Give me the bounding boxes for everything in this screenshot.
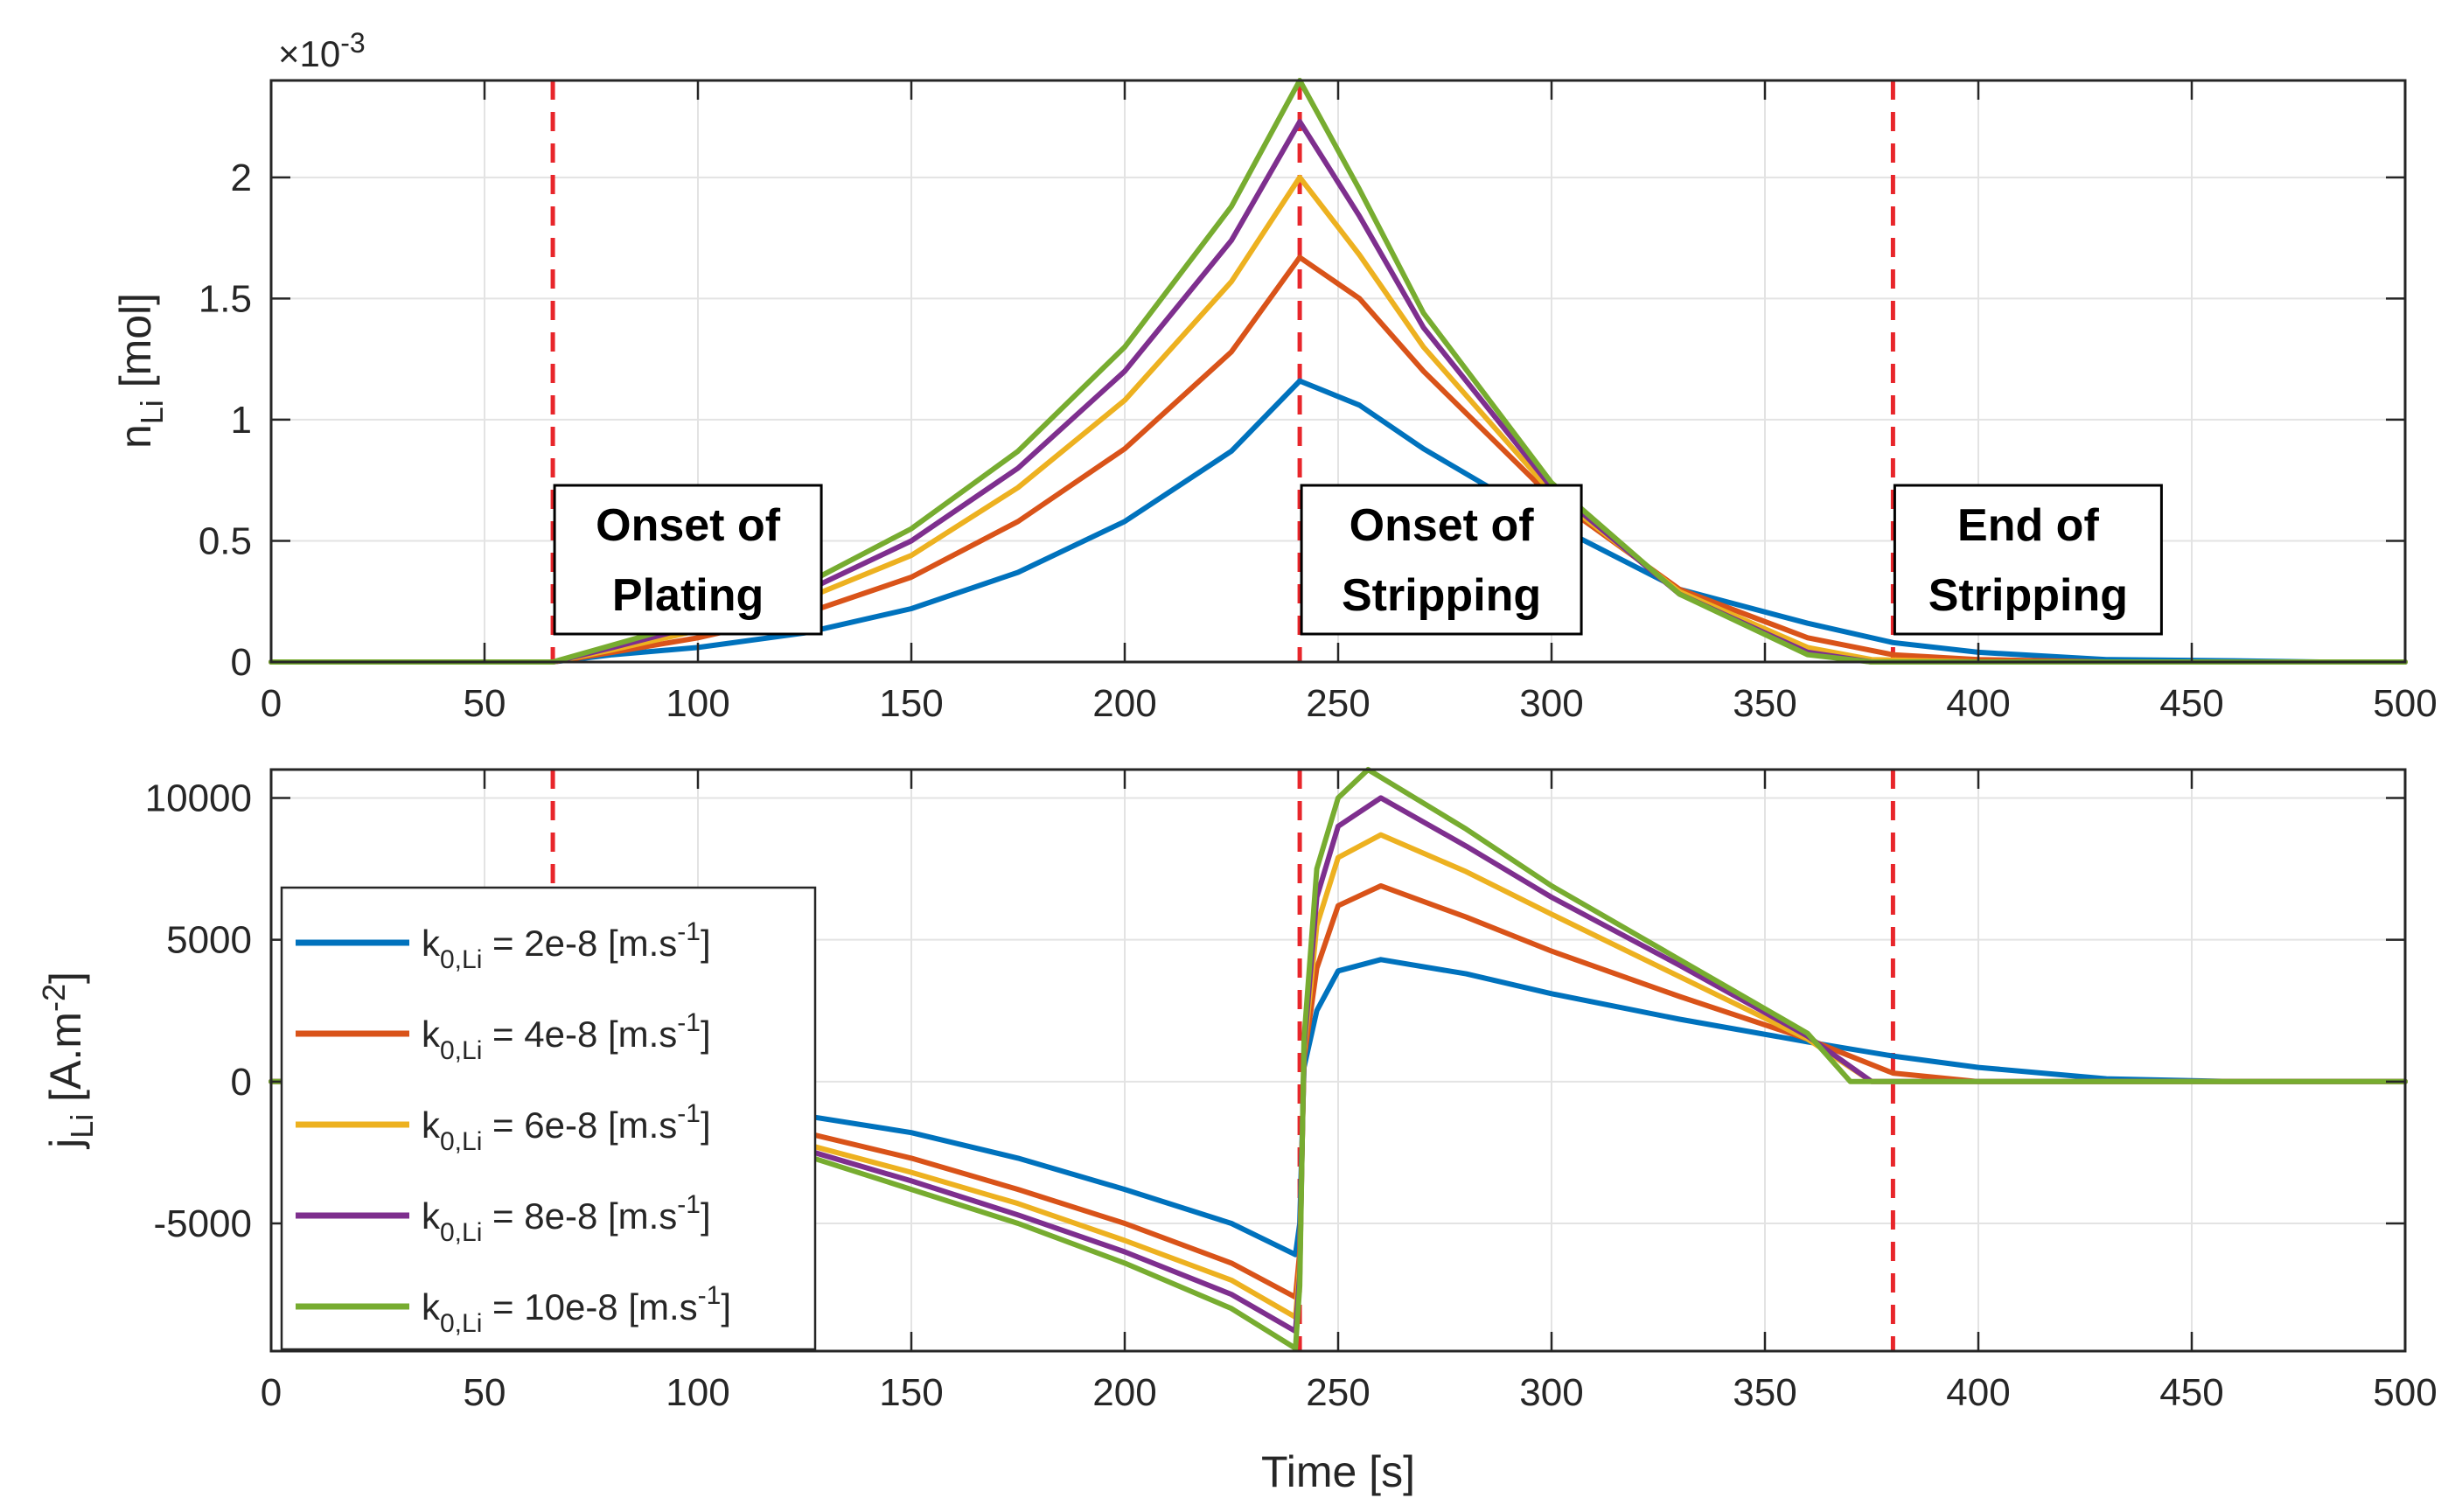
annotation-box-frame [553,484,823,636]
top-y-tick-label: 1.5 [199,277,252,320]
legend-label: k0,Li = 10e-8 [m.s-1] [422,1281,731,1338]
annotation-text-line: Stripping [1342,570,1541,621]
top-x-tick-label: 300 [1519,682,1583,725]
bottom-x-tick-label: 500 [2373,1371,2437,1414]
legend-entry-1[interactable]: k0,Li = 2e-8 [m.s-1] [296,917,711,974]
annotation-box-onset-of-plating: Onset of Plating [553,484,823,636]
bottom-x-tick-label: 50 [464,1371,506,1414]
bottom-x-tick-label: 150 [879,1371,943,1414]
bottom-y-tick-label: 5000 [166,919,252,962]
legend-label: k0,Li = 6e-8 [m.s-1] [422,1099,711,1156]
legend-label: k0,Li = 2e-8 [m.s-1] [422,917,711,974]
annotation-box-frame [1893,484,2163,636]
legend-entry-3[interactable]: k0,Li = 6e-8 [m.s-1] [296,1099,711,1156]
annotation-text-line: Stripping [1928,570,2128,621]
top-x-tick-label: 500 [2373,682,2437,725]
legend-entry-4[interactable]: k0,Li = 8e-8 [m.s-1] [296,1190,711,1247]
top-x-tick-label: 100 [666,682,729,725]
top-x-tick-label: 250 [1306,682,1370,725]
top-x-tick-label: 400 [1946,682,2010,725]
bottom-y-tick-label: -5000 [153,1202,252,1245]
top-series-line-k0-li-2e-8 [269,378,2408,665]
top-y-tick-label: 0 [231,641,252,684]
top-x-tick-label: 200 [1092,682,1156,725]
top-x-tick-label: 150 [879,682,943,725]
bottom-y-tick-label: 0 [231,1061,252,1104]
legend-label: k0,Li = 4e-8 [m.s-1] [422,1008,711,1065]
top-annotations: Onset of Plating Onset of Stripping End of St… [553,484,2163,636]
bottom-x-tick-label: 100 [666,1371,729,1414]
legend-label: k0,Li = 8e-8 [m.s-1] [422,1190,711,1247]
top-y-tick-label: 0.5 [199,519,252,562]
legend-entry-5[interactable]: k0,Li = 10e-8 [m.s-1] [296,1281,731,1338]
legend[interactable]: k0,Li = 2e-8 [m.s-1] k0,Li = 4e-8 [m.s-1]… [280,886,817,1351]
x-axis-label: Time [s] [1261,1447,1415,1496]
bottom-y-tick-label: 10000 [145,777,252,819]
top-y-tick-label: 2 [231,157,252,199]
top-y-axis-label: nLi [mol] [111,293,170,449]
bottom-x-tick-label: 250 [1306,1371,1370,1414]
top-x-tick-label: 0 [261,682,282,725]
bottom-x-tick-label: 300 [1519,1371,1583,1414]
bottom-x-tick-label: 350 [1733,1371,1796,1414]
annotation-box-onset-of-stripping: Onset of Stripping [1300,484,1583,636]
legend-entries: k0,Li = 2e-8 [m.s-1] k0,Li = 4e-8 [m.s-1]… [296,917,731,1338]
top-x-tick-label: 450 [2159,682,2223,725]
bottom-ticks: 0 50 100 150 200 250 300 350 400 450 500 -5000 0 5000… [145,770,2438,1414]
top-y-tick-label: 1 [231,399,252,442]
top-chart-panel: 0 50 100 150 200 250 300 350 400 450 50000.511.52 … [111,27,2438,725]
annotation-text-line: Onset of [1350,500,1535,551]
annotation-text-line: End of [1957,500,2099,551]
bottom-chart-panel: 0 50 100 150 200 250 300 350 400 450 500 -5000 0 5000… [36,767,2438,1496]
annotation-text-line: Onset of [596,500,781,551]
legend-entry-2[interactable]: k0,Li = 4e-8 [m.s-1] [296,1008,711,1065]
bottom-x-tick-label: 0 [261,1371,282,1414]
annotation-text-line: Plating [612,570,764,621]
bottom-x-tick-label: 200 [1092,1371,1156,1414]
top-x-tick-label: 50 [464,682,506,725]
bottom-x-tick-label: 450 [2159,1371,2223,1414]
bottom-y-axis-label: jLi [A.m-2] [36,972,100,1150]
annotation-box-frame [1300,484,1583,636]
legend-box [280,886,817,1351]
top-x-tick-label: 350 [1733,682,1796,725]
bottom-x-tick-label: 400 [1946,1371,2010,1414]
annotation-box-end-of-stripping: End of Stripping [1893,484,2163,636]
top-exponent-label: ×10-3 [278,27,366,74]
top-ticks: 0 50 100 150 200 250 300 350 400 450 500 0 0.5 1 1.5 2 [199,80,2438,725]
